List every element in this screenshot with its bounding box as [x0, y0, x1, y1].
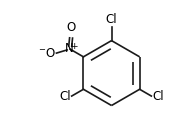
Text: Cl: Cl: [106, 13, 117, 26]
Text: +: +: [70, 42, 77, 51]
Text: Cl: Cl: [152, 90, 164, 103]
Text: $^{-}$O: $^{-}$O: [38, 47, 56, 60]
Text: Cl: Cl: [59, 90, 71, 103]
Text: N: N: [65, 42, 74, 55]
Text: O: O: [67, 21, 76, 34]
